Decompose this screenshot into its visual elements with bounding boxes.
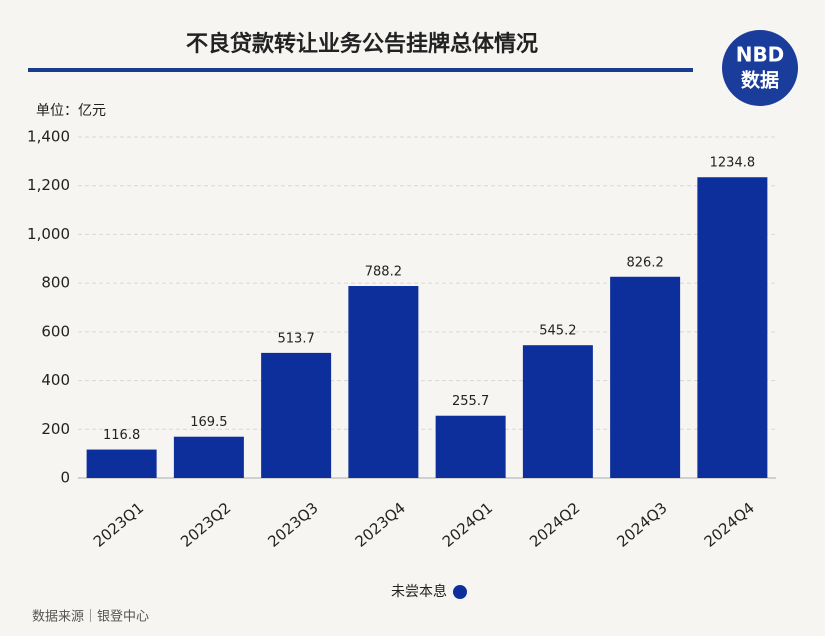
data-label: 826.2 bbox=[627, 255, 664, 270]
bar bbox=[348, 286, 419, 478]
bar bbox=[173, 436, 244, 478]
legend-label: 未尝本息 bbox=[391, 583, 447, 600]
logo-badge bbox=[722, 30, 798, 106]
logo-text: NBD bbox=[736, 43, 785, 67]
data-label: 116.8 bbox=[103, 428, 140, 443]
data-label: 169.5 bbox=[190, 415, 227, 430]
bar bbox=[86, 449, 157, 478]
data-label: 545.2 bbox=[539, 324, 576, 339]
bar bbox=[435, 415, 506, 478]
y-tick-label: 0 bbox=[60, 469, 70, 487]
logo-text: 数据 bbox=[741, 69, 779, 92]
bar bbox=[261, 352, 332, 478]
y-tick-label: 600 bbox=[41, 322, 70, 340]
unit-label: 单位：亿元 bbox=[36, 103, 106, 119]
legend-swatch bbox=[453, 585, 467, 599]
data-label: 513.7 bbox=[278, 331, 315, 346]
data-label: 788.2 bbox=[365, 265, 402, 280]
y-tick-label: 800 bbox=[41, 274, 70, 292]
y-tick-label: 1,400 bbox=[27, 128, 70, 146]
bar bbox=[610, 276, 681, 478]
chart-title: 不良贷款转让业务公告挂牌总体情况 bbox=[186, 31, 538, 57]
source: 数据来源｜银登中心 bbox=[32, 610, 149, 625]
y-tick-label: 400 bbox=[41, 371, 70, 389]
y-tick-label: 1,000 bbox=[27, 225, 70, 243]
y-tick-label: 200 bbox=[41, 420, 70, 438]
data-label: 255.7 bbox=[452, 394, 489, 409]
y-tick-label: 1,200 bbox=[27, 176, 70, 194]
bar bbox=[522, 345, 593, 478]
data-label: 1234.8 bbox=[710, 156, 756, 171]
title-rule bbox=[28, 68, 693, 72]
bar bbox=[697, 177, 768, 478]
